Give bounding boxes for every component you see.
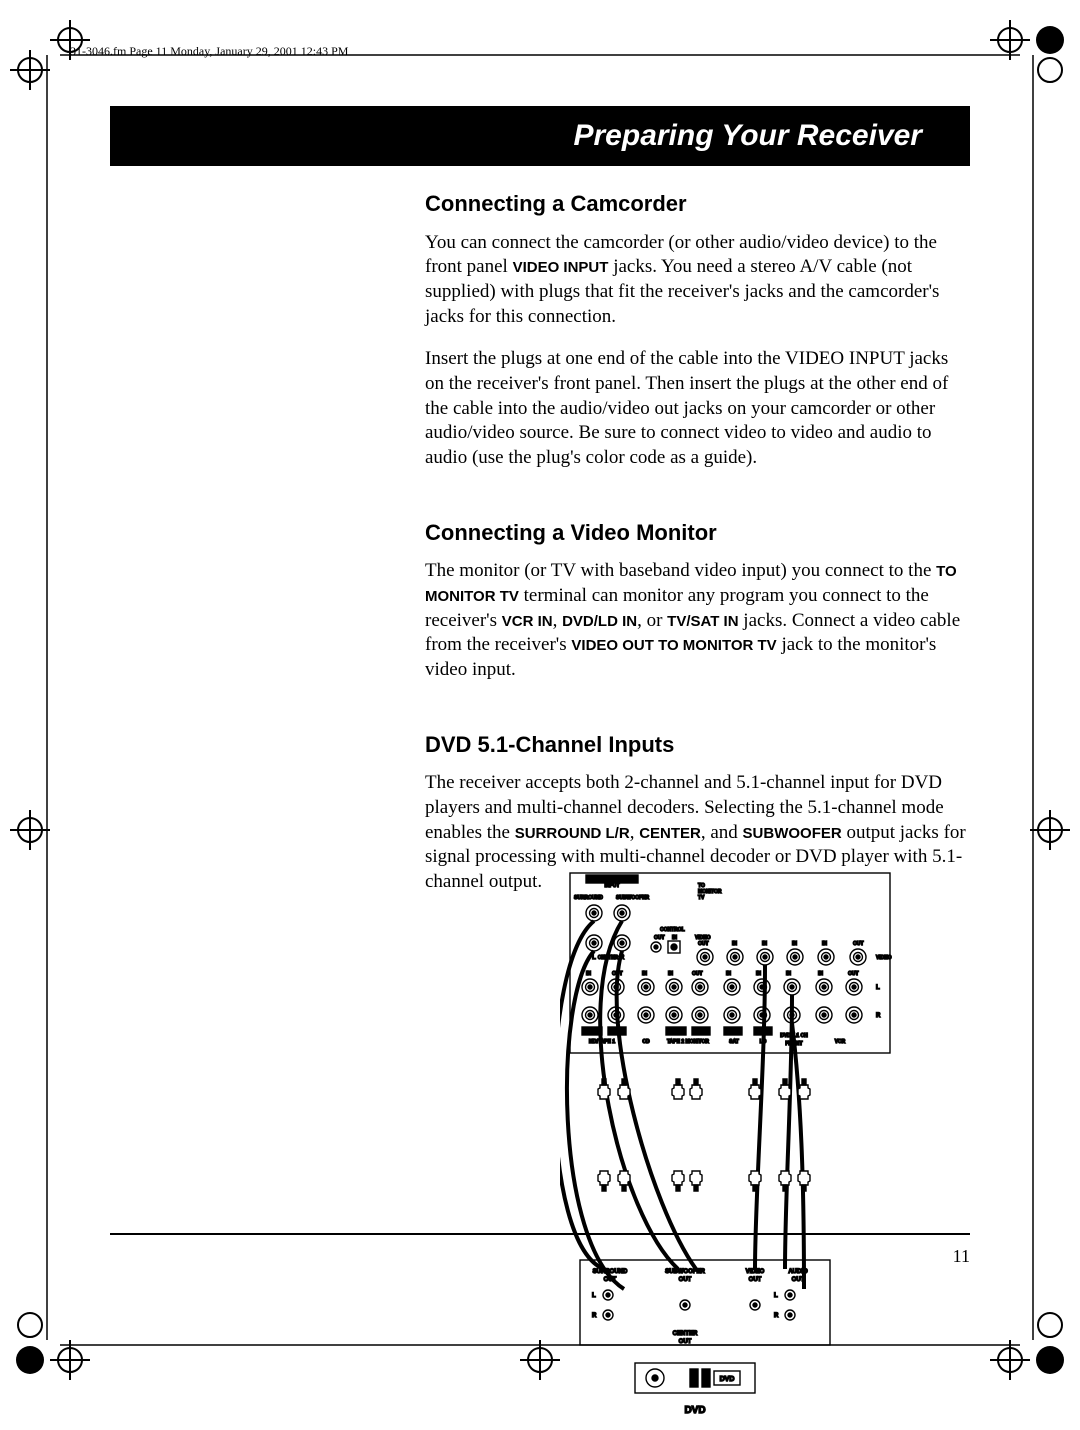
svg-text:R: R (774, 1313, 779, 1319)
svg-text:DVD: DVD (720, 1376, 735, 1383)
svg-text:IN: IN (762, 941, 767, 947)
heading-camcorder: Connecting a Camcorder (425, 190, 970, 219)
svg-text:CD: CD (642, 1039, 650, 1045)
svg-text:OUT: OUT (749, 1277, 762, 1283)
svg-text:PLAY: PLAY (671, 1029, 682, 1034)
svg-text:IN: IN (756, 971, 761, 977)
svg-text:OUT: OUT (692, 971, 703, 977)
svg-text:L: L (592, 1293, 596, 1299)
para-camcorder-1: You can connect the camcorder (or other … (425, 231, 970, 330)
para-monitor-1: The monitor (or TV with baseband video i… (425, 559, 970, 682)
svg-text:INPUT: INPUT (605, 883, 620, 889)
svg-text:OUT: OUT (792, 1277, 805, 1283)
svg-text:OUT: OUT (604, 1277, 617, 1283)
svg-text:L: L (774, 1293, 778, 1299)
svg-text:CENTER: CENTER (673, 1331, 698, 1337)
svg-text:IN: IN (642, 971, 647, 977)
svg-text:SAT: SAT (729, 1039, 739, 1045)
svg-text:IN: IN (672, 935, 677, 941)
page-header-meta: 31-3046.fm Page 11 Monday, January 29, 2… (70, 44, 1010, 59)
svg-text:IN: IN (818, 971, 823, 977)
svg-text:VIDEO: VIDEO (876, 955, 892, 961)
svg-text:VIDEO: VIDEO (746, 1269, 765, 1275)
svg-text:OUT: OUT (853, 941, 864, 947)
svg-text:R: R (592, 1313, 597, 1319)
svg-text:VCR: VCR (835, 1039, 846, 1045)
svg-text:IN: IN (786, 971, 791, 977)
svg-text:IN: IN (586, 971, 591, 977)
svg-text:SUBWOOFER: SUBWOOFER (665, 1269, 705, 1275)
svg-text:TAPE 2 MONITOR: TAPE 2 MONITOR (667, 1039, 709, 1045)
svg-text:SURROUND: SURROUND (574, 895, 603, 901)
connection-diagram: DVD 5.1 CH INPUT SURROUND SUBWOOFER L CE… (560, 865, 900, 1430)
svg-text:SUBWOOFER: SUBWOOFER (616, 895, 649, 901)
svg-text:OUT: OUT (848, 971, 859, 977)
svg-text:IN: IN (668, 971, 673, 977)
svg-text:L: L (592, 955, 596, 961)
svg-text:TV: TV (698, 895, 705, 901)
svg-text:SURROUND: SURROUND (593, 1269, 628, 1275)
svg-text:OUT: OUT (698, 941, 709, 947)
svg-text:OUT: OUT (679, 1277, 692, 1283)
svg-text:TV/: TV/ (730, 1029, 737, 1034)
svg-text:DVD: DVD (684, 1405, 705, 1416)
para-camcorder-2: Insert the plugs at one end of the cable… (425, 347, 970, 470)
svg-text:IN: IN (822, 941, 827, 947)
heading-monitor: Connecting a Video Monitor (425, 519, 970, 548)
svg-text:PLAY: PLAY (587, 1029, 598, 1034)
svg-text:IN: IN (792, 941, 797, 947)
banner-title: Preparing Your Receiver (574, 119, 923, 153)
svg-text:CONTROL: CONTROL (660, 927, 685, 933)
svg-text:OUT: OUT (654, 935, 665, 941)
svg-text:OUT: OUT (679, 1339, 692, 1345)
footer-rule (110, 1233, 970, 1235)
svg-text:L: L (876, 985, 880, 991)
section-banner: Preparing Your Receiver (110, 106, 970, 166)
svg-text:IN: IN (726, 971, 731, 977)
body-content: Connecting a Camcorder You can connect t… (425, 190, 970, 913)
svg-text:IN: IN (732, 941, 737, 947)
heading-dvd51: DVD 5.1-Channel Inputs (425, 731, 970, 760)
svg-text:R: R (876, 1013, 881, 1019)
svg-text:REC: REC (697, 1029, 706, 1034)
svg-text:AUDIO: AUDIO (788, 1269, 808, 1275)
page-number: 11 (953, 1246, 970, 1267)
